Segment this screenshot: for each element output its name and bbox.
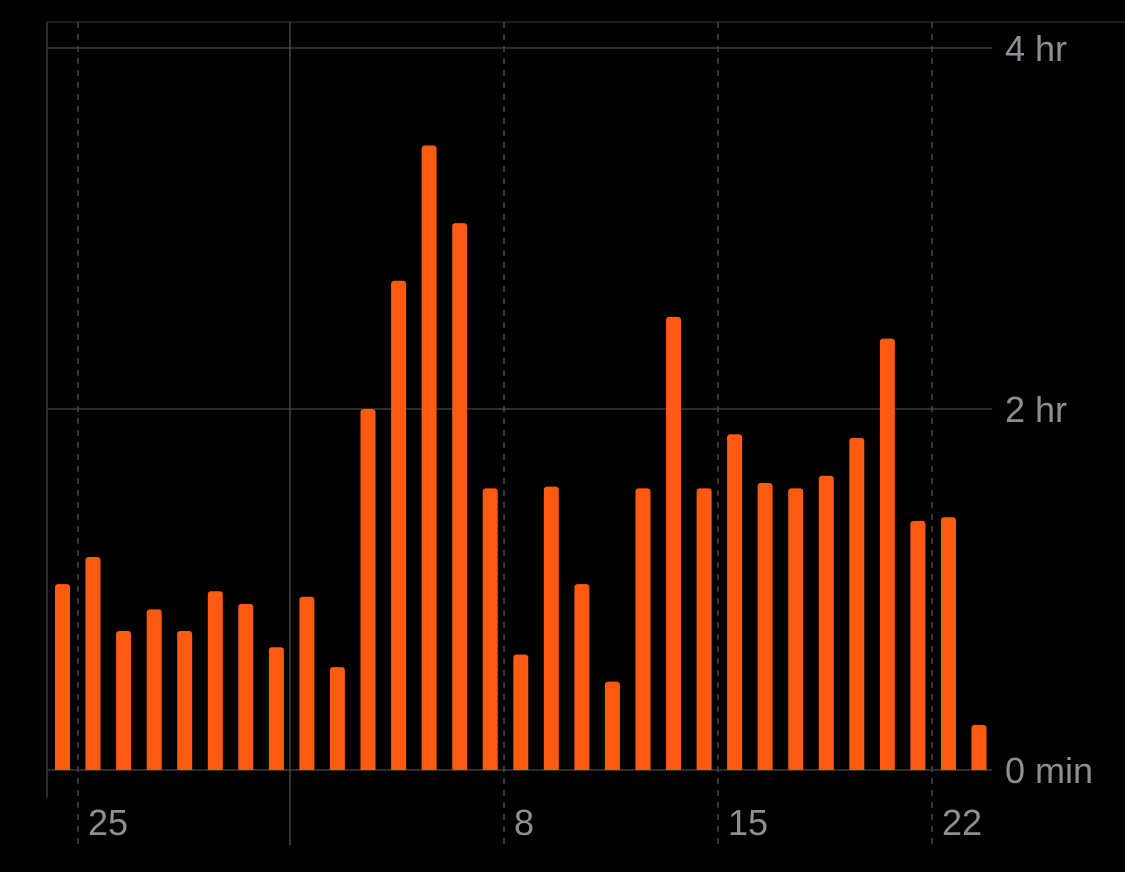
- bar-base-6: [238, 767, 254, 770]
- bar-30: [971, 724, 987, 770]
- bar-base-29: [941, 767, 956, 770]
- bar-4: [177, 631, 193, 770]
- chart-grid: [46, 21, 1125, 845]
- bar-base-20: [666, 767, 681, 770]
- bar-27: [879, 338, 895, 770]
- chart-bars: [55, 145, 987, 771]
- bar-26: [849, 437, 865, 770]
- x-tick-label: 22: [942, 802, 982, 843]
- bar-base-22: [727, 767, 743, 770]
- bar-20: [666, 316, 681, 770]
- bar-base-9: [329, 767, 345, 770]
- bar-5: [207, 591, 223, 770]
- bar-13: [452, 223, 468, 771]
- bar-16: [543, 486, 559, 770]
- bar-base-15: [513, 767, 529, 770]
- bar-6: [238, 603, 254, 770]
- bar-24: [788, 488, 804, 770]
- bar-22: [727, 434, 743, 770]
- bar-8: [299, 596, 315, 770]
- bar-15: [513, 654, 529, 770]
- bar-11: [391, 280, 407, 770]
- bar-17: [574, 584, 590, 770]
- bar-base-4: [177, 767, 193, 770]
- bar-base-7: [268, 767, 284, 770]
- bar-12: [421, 145, 437, 770]
- bar-base-11: [391, 767, 407, 770]
- bar-21: [696, 488, 712, 770]
- bar-base-5: [207, 767, 223, 770]
- bar-14: [482, 488, 498, 770]
- x-tick-label: 25: [88, 802, 128, 843]
- bar-base-0: [55, 767, 70, 770]
- bar-2: [116, 631, 132, 770]
- bar-base-16: [543, 767, 559, 770]
- bar-7: [268, 647, 284, 770]
- bar-28: [910, 520, 926, 770]
- bar-base-18: [604, 767, 620, 770]
- bar-base-8: [299, 767, 315, 770]
- bar-base-25: [818, 767, 834, 770]
- bar-base-17: [574, 767, 590, 770]
- bar-25: [818, 475, 834, 770]
- x-tick-label: 15: [728, 802, 768, 843]
- bar-base-12: [421, 767, 437, 770]
- bar-base-13: [452, 767, 468, 770]
- bar-base-24: [788, 767, 804, 770]
- bar-base-28: [910, 767, 926, 770]
- bar-base-19: [635, 767, 651, 770]
- bar-3: [146, 609, 162, 770]
- bar-base-26: [849, 767, 865, 770]
- bar-1: [85, 557, 101, 770]
- bar-10: [360, 409, 376, 770]
- bar-19: [635, 488, 651, 770]
- chart-labels: 0 min 2 hr 4 hr 25 8 15 22: [88, 28, 1093, 843]
- bar-base-23: [757, 767, 773, 770]
- bar-29: [941, 517, 956, 770]
- bar-base-10: [360, 767, 376, 770]
- bar-base-1: [85, 767, 101, 770]
- bar-base-21: [696, 767, 712, 770]
- bar-9: [329, 667, 345, 770]
- y-tick-label: 4 hr: [1005, 28, 1067, 69]
- y-tick-label: 2 hr: [1005, 389, 1067, 430]
- bar-base-14: [482, 767, 498, 770]
- bar-base-27: [879, 767, 895, 770]
- x-tick-label: 8: [514, 802, 534, 843]
- bar-base-3: [146, 767, 162, 770]
- bar-18: [604, 681, 620, 770]
- bar-0: [55, 584, 70, 770]
- bar-base-30: [971, 767, 987, 770]
- y-tick-label: 0 min: [1005, 750, 1093, 791]
- bar-23: [757, 483, 773, 770]
- bar-base-2: [116, 767, 132, 770]
